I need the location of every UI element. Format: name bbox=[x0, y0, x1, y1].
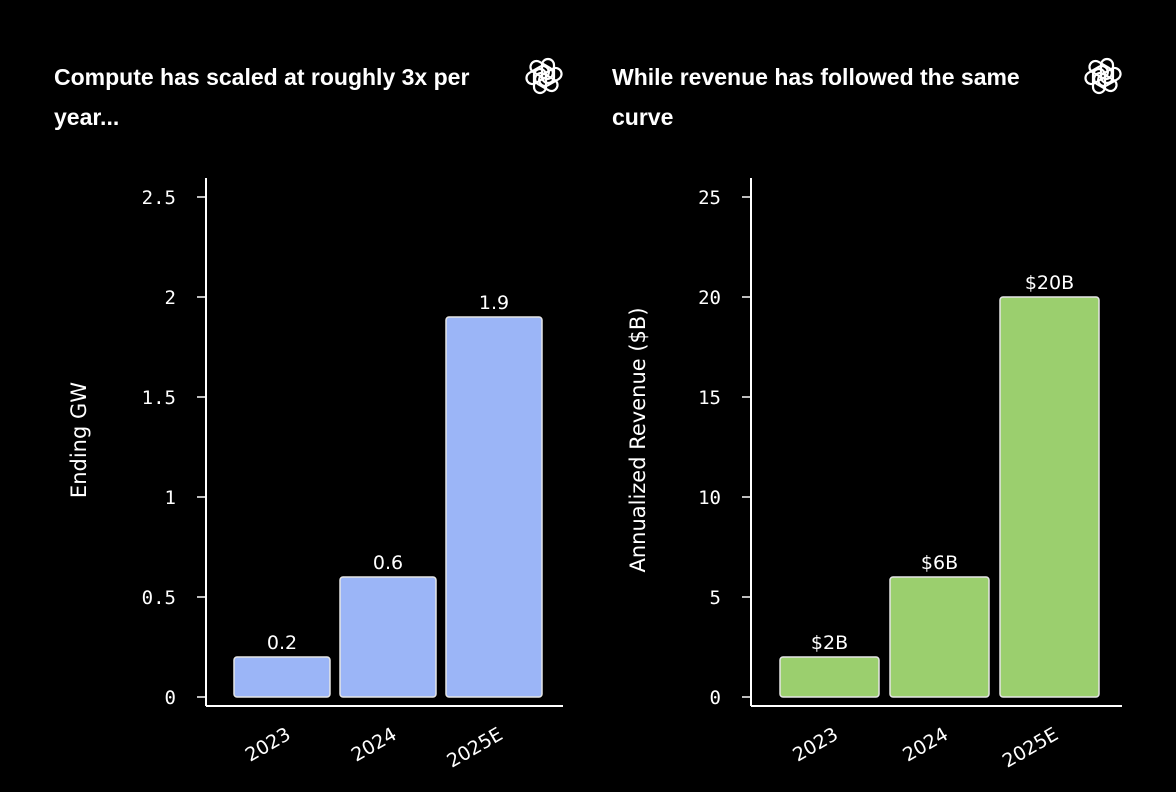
data-label: $2B bbox=[811, 632, 848, 654]
openai-logo-icon bbox=[1084, 57, 1122, 95]
right-chart-title: While revenue has followed the same curv… bbox=[612, 64, 1020, 130]
bar-2023 bbox=[233, 656, 331, 698]
chart-1: 0 0.5 1 1.5 2 2.5 Ending GW 0.2 2023 0.6 2024 1.9 20… bbox=[67, 57, 563, 773]
y-tick-label: 0.5 bbox=[142, 587, 176, 609]
y-tick-label: 1.5 bbox=[142, 387, 176, 409]
y-tick-label: 25 bbox=[698, 187, 721, 209]
bar-2024 bbox=[339, 576, 437, 698]
x-tick-label: 2024 bbox=[899, 723, 952, 766]
data-label: 0.6 bbox=[373, 552, 403, 574]
x-tick-label: 2024 bbox=[348, 723, 401, 766]
data-label: $6B bbox=[921, 552, 958, 574]
chart-2: 0 5 10 15 20 25 Annualized Revenue ($B) $2B 2023… bbox=[626, 57, 1122, 773]
data-label: 0.2 bbox=[267, 632, 297, 654]
left-chart-title: Compute has scaled at roughly 3x per yea… bbox=[54, 64, 470, 130]
y-tick-label: 2 bbox=[165, 287, 176, 309]
y-tick-label: 5 bbox=[710, 587, 721, 609]
bar-2024 bbox=[889, 576, 990, 698]
bar-2023 bbox=[779, 656, 880, 698]
y-axis-label: Ending GW bbox=[67, 382, 91, 498]
y-tick-label: 0 bbox=[710, 687, 721, 709]
openai-logo-icon bbox=[525, 57, 563, 95]
data-label: 1.9 bbox=[479, 292, 509, 314]
x-tick-label: 2023 bbox=[242, 723, 295, 766]
y-tick-label: 10 bbox=[698, 487, 721, 509]
x-tick-label: 2023 bbox=[789, 723, 842, 766]
y-tick-label: 0 bbox=[165, 687, 176, 709]
data-label: $20B bbox=[1025, 272, 1074, 294]
bar-2025E bbox=[999, 296, 1100, 698]
y-tick-label: 2.5 bbox=[142, 187, 176, 209]
y-tick-label: 15 bbox=[698, 387, 721, 409]
y-tick-label: 1 bbox=[165, 487, 176, 509]
bar-2025E bbox=[445, 316, 543, 698]
x-tick-label: 2025E bbox=[999, 723, 1062, 772]
y-tick-label: 20 bbox=[698, 287, 721, 309]
x-tick-label: 2025E bbox=[443, 723, 506, 772]
y-axis-label: Annualized Revenue ($B) bbox=[626, 307, 650, 572]
